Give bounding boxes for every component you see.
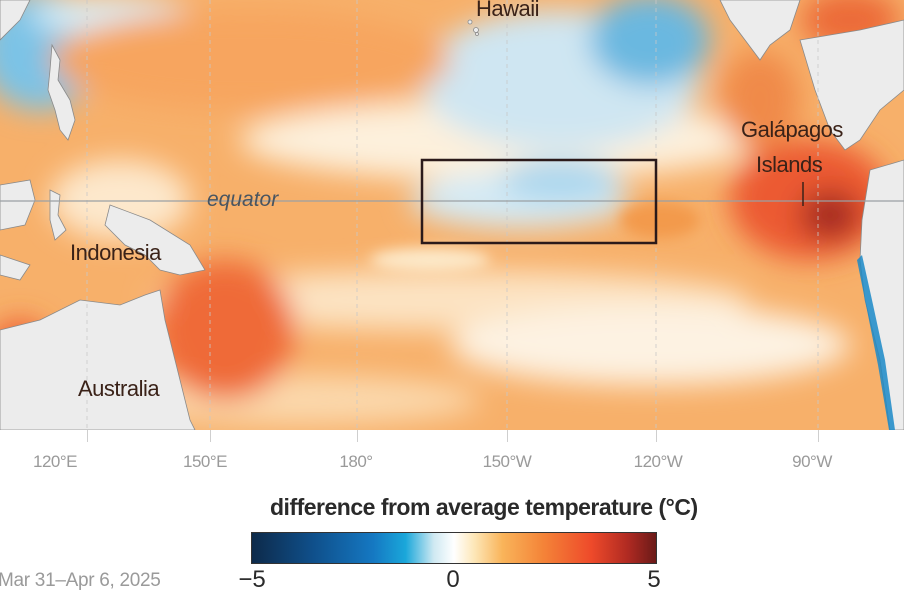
label-equator: equator <box>207 188 279 211</box>
tick-mark <box>87 430 88 442</box>
label-australia: Australia <box>78 376 160 401</box>
sst-anomaly-map: Hawaii Indonesia Australia equator Galáp… <box>0 0 904 430</box>
colorbar-min-label: −5 <box>238 566 266 593</box>
tick-label: 150°W <box>482 452 532 471</box>
colorbar <box>251 532 657 564</box>
tick-mark <box>818 430 819 442</box>
label-hawaii: Hawaii <box>476 0 540 21</box>
tick-label: 120°E <box>32 452 78 471</box>
tick-label: 180° <box>339 452 373 471</box>
tick-label: 90°W <box>792 452 832 471</box>
date-range-label: Mar 31–Apr 6, 2025 <box>0 570 161 591</box>
colorbar-max-label: 5 <box>647 566 661 593</box>
tick-mark <box>357 430 358 442</box>
tick-mark <box>656 430 657 442</box>
label-galapagos-line1: Galápagos <box>741 117 843 142</box>
tick-mark <box>507 430 508 442</box>
label-indonesia: Indonesia <box>70 240 161 265</box>
tick-mark <box>210 430 211 442</box>
label-galapagos-line2: Islands <box>756 152 823 177</box>
tick-label: 150°E <box>182 452 228 471</box>
tick-label: 120°W <box>633 452 683 471</box>
legend-title: difference from average temperature (°C) <box>270 494 698 520</box>
colorbar-mid-label: 0 <box>446 566 460 593</box>
